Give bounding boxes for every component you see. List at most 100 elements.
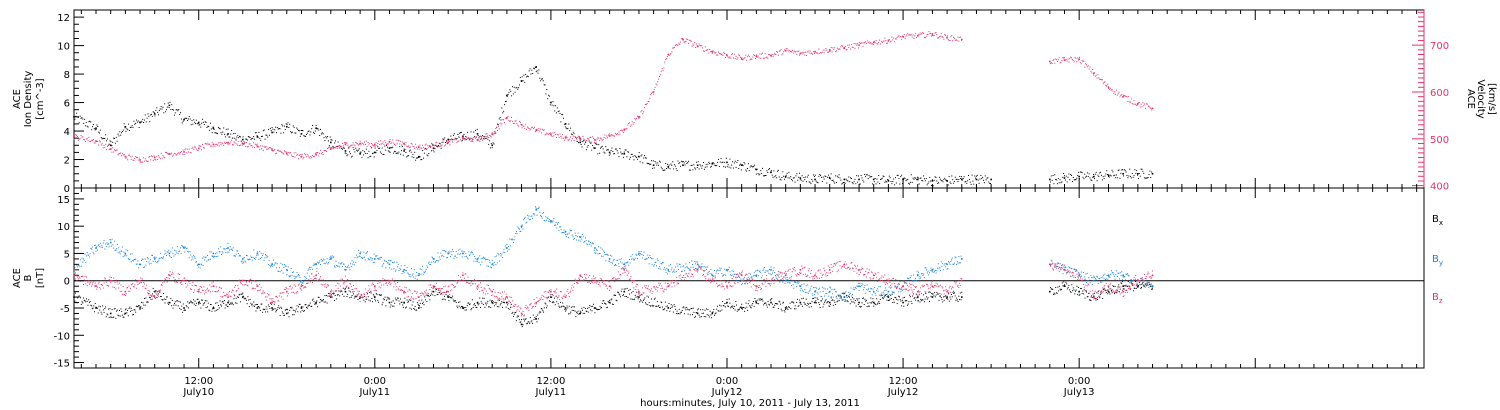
velocity-sample bbox=[628, 123, 630, 125]
velocity-sample bbox=[451, 138, 453, 140]
bx-component-sample bbox=[632, 290, 634, 292]
by-component-sample bbox=[743, 278, 745, 280]
velocity-sample bbox=[364, 141, 366, 143]
ion-density-sample bbox=[261, 135, 263, 137]
by-component-sample bbox=[312, 265, 314, 267]
ion-density-sample bbox=[974, 175, 976, 177]
by-component-sample bbox=[467, 258, 469, 260]
ion-density-sample bbox=[769, 168, 771, 170]
ion-density-sample bbox=[707, 163, 709, 165]
by-component-sample bbox=[513, 239, 515, 241]
bx-component-sample bbox=[1079, 293, 1081, 295]
velocity-sample bbox=[84, 139, 86, 141]
bx-component-sample bbox=[669, 310, 671, 312]
ion-density-sample bbox=[989, 182, 991, 184]
velocity-point bbox=[285, 153, 288, 155]
ion-density-sample bbox=[94, 129, 96, 131]
ion-density-sample bbox=[356, 149, 358, 151]
ion-density-sample bbox=[259, 137, 261, 139]
ion-density-sample bbox=[242, 136, 244, 138]
ion-density-sample bbox=[738, 168, 740, 170]
by-component-sample bbox=[521, 224, 523, 226]
by-component-sample bbox=[519, 231, 521, 233]
velocity-sample bbox=[159, 158, 161, 160]
bx-component-sample bbox=[80, 303, 82, 305]
velocity-sample bbox=[271, 148, 273, 150]
ion-density-sample bbox=[519, 77, 521, 79]
ion-density-sample bbox=[225, 128, 227, 130]
ion-density-sample bbox=[216, 132, 218, 134]
velocity-sample bbox=[446, 141, 448, 143]
bx-component-sample bbox=[867, 302, 869, 304]
ion-density-sample bbox=[970, 183, 972, 185]
velocity-sample bbox=[958, 40, 960, 42]
bx-component-sample bbox=[873, 305, 875, 307]
ion-density-sample bbox=[1049, 181, 1051, 183]
by-component-sample bbox=[460, 253, 462, 255]
bx-component-sample bbox=[107, 314, 109, 316]
bx-component-sample bbox=[249, 298, 251, 300]
ion-density-point bbox=[1151, 172, 1154, 175]
velocity-sample bbox=[1131, 102, 1133, 104]
velocity-sample bbox=[703, 50, 705, 52]
velocity-sample bbox=[711, 52, 713, 54]
bx-component-sample bbox=[139, 308, 141, 310]
velocity-sample bbox=[691, 45, 693, 47]
velocity-sample bbox=[304, 153, 306, 155]
ion-density-sample bbox=[519, 84, 520, 86]
velocity-sample bbox=[598, 137, 600, 139]
by-component-sample bbox=[598, 253, 600, 255]
bx-component-sample bbox=[1113, 286, 1115, 288]
bx-component-sample bbox=[832, 304, 834, 306]
velocity-sample bbox=[404, 144, 406, 146]
by-component-sample bbox=[271, 262, 273, 264]
bx-component-sample bbox=[285, 309, 287, 311]
ion-density-sample bbox=[417, 157, 419, 159]
bx-component-sample bbox=[796, 301, 798, 303]
bx-component-sample bbox=[551, 296, 553, 298]
bx-component-sample bbox=[325, 301, 327, 303]
ion-density-sample bbox=[784, 178, 786, 180]
velocity-sample bbox=[787, 49, 789, 51]
bx-component-sample bbox=[183, 309, 185, 311]
ion-density-point bbox=[828, 177, 831, 179]
velocity-sample bbox=[474, 137, 476, 139]
ion-density-sample bbox=[337, 141, 339, 143]
velocity-sample bbox=[105, 143, 107, 145]
velocity-sample bbox=[393, 143, 395, 145]
bx-component-sample bbox=[1076, 285, 1078, 287]
ion-density-sample bbox=[935, 176, 937, 178]
ion-density-sample bbox=[539, 77, 541, 79]
velocity-sample bbox=[781, 54, 783, 56]
ion-density-point bbox=[726, 161, 728, 164]
bx-component-sample bbox=[212, 308, 214, 310]
by-component-sample bbox=[146, 257, 148, 259]
by-component-sample bbox=[295, 276, 297, 278]
ion-density-sample bbox=[577, 140, 579, 142]
by-component-sample bbox=[745, 273, 747, 275]
ion-density-sample bbox=[488, 143, 490, 145]
by-component-sample bbox=[592, 242, 594, 244]
bx-component-sample bbox=[444, 299, 446, 301]
by-component-sample bbox=[548, 219, 550, 221]
bx-component-sample bbox=[685, 309, 687, 311]
bx-component-sample bbox=[959, 299, 961, 301]
by-component-sample bbox=[264, 254, 266, 256]
bx-component-sample bbox=[546, 307, 547, 309]
ion-density-sample bbox=[640, 155, 642, 157]
by-component-sample bbox=[658, 268, 660, 270]
ion-density-sample bbox=[408, 155, 410, 157]
bx-component-point bbox=[256, 307, 259, 309]
ion-density-sample bbox=[305, 135, 307, 137]
bx-component-sample bbox=[565, 310, 567, 312]
bx-component-sample bbox=[1070, 291, 1072, 293]
ion-density-sample bbox=[629, 158, 631, 160]
by-component-sample bbox=[542, 212, 544, 214]
velocity-sample bbox=[593, 141, 595, 143]
velocity-sample bbox=[735, 56, 737, 58]
ion-density-sample bbox=[888, 175, 890, 177]
bx-component-sample bbox=[650, 298, 652, 300]
ion-density-sample bbox=[600, 147, 601, 149]
bx-component-sample bbox=[342, 293, 344, 295]
bx-component-sample bbox=[87, 304, 89, 306]
